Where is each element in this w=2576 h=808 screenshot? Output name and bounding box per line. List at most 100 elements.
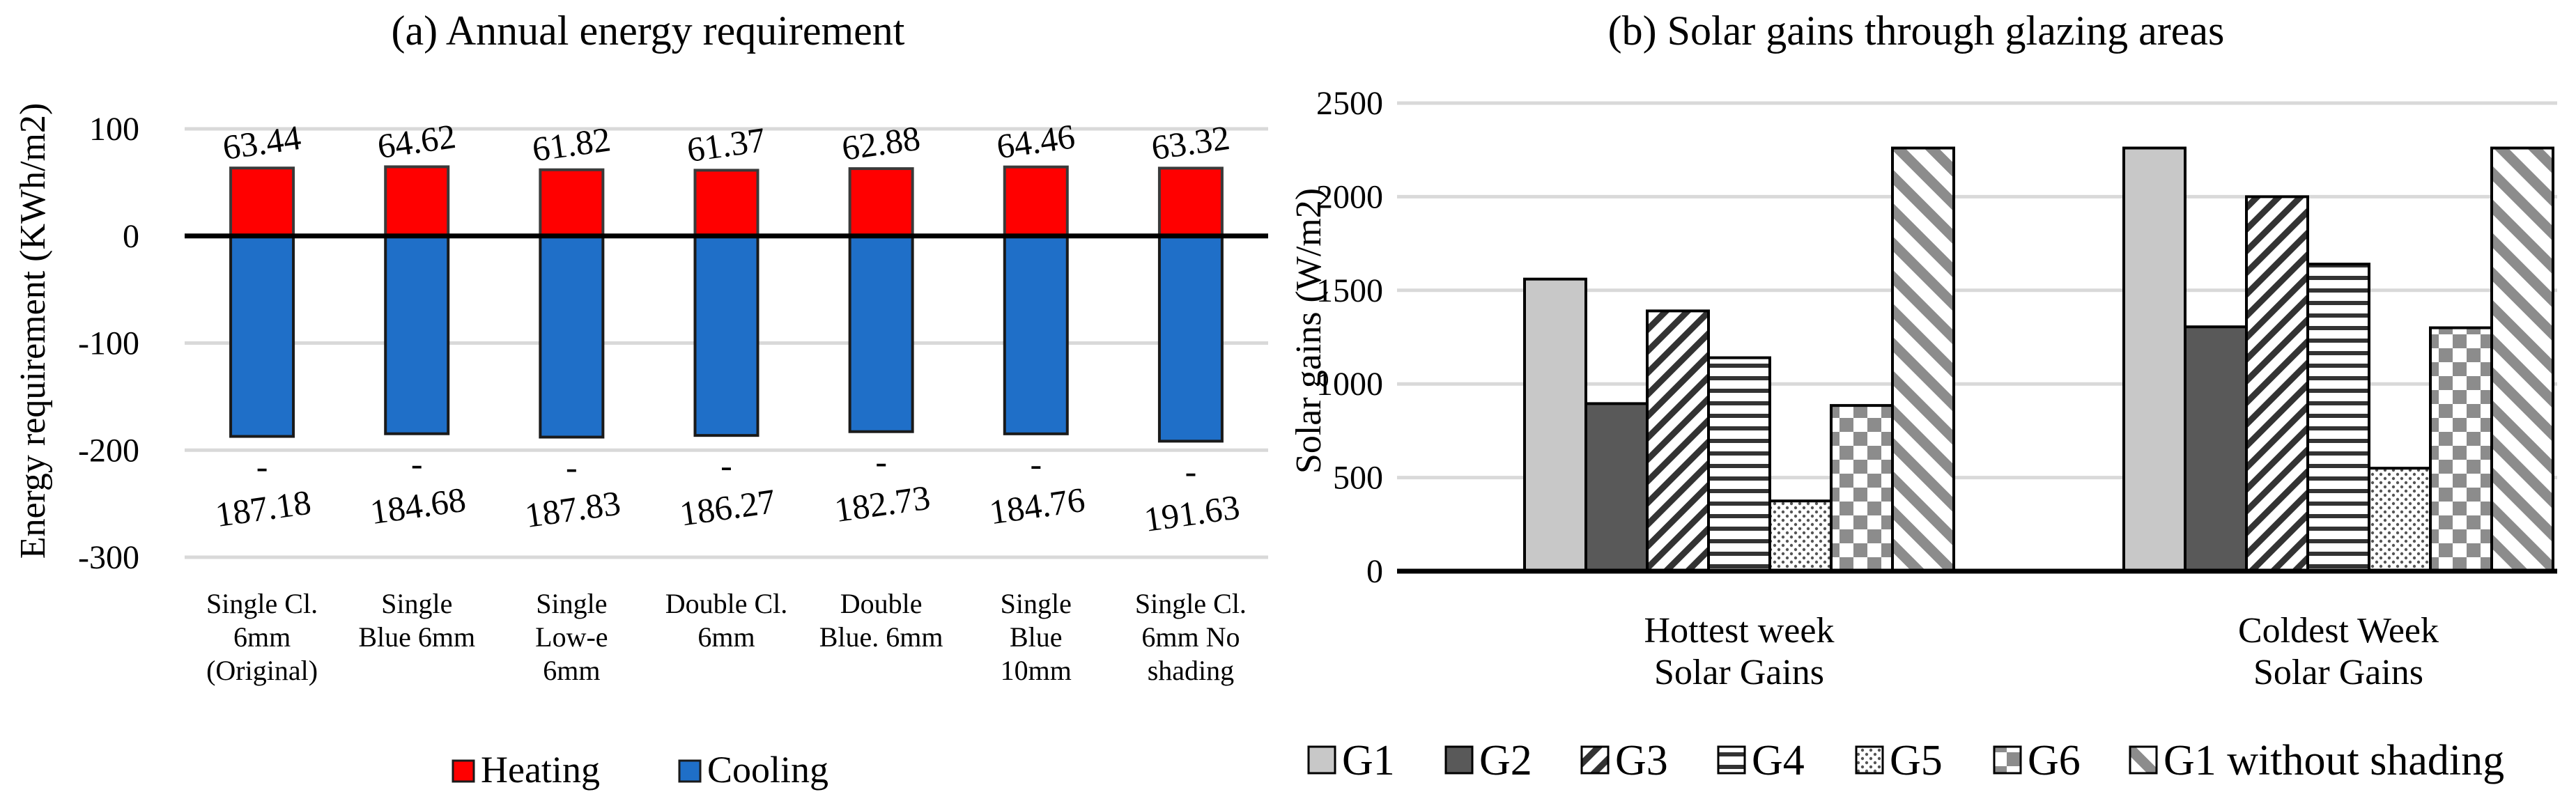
chart-a-category-label: 6mm (697, 621, 755, 653)
chart-a-category-label: Blue (1010, 621, 1063, 653)
chart-a-category-label: (Original) (206, 655, 318, 686)
chart-b-title: (b) Solar gains through glazing areas (1608, 8, 2225, 54)
bar-g1 (2122, 146, 2186, 573)
chart-b-category-label: Solar Gains (1654, 653, 1824, 692)
chart-a-category-label: 10mm (1001, 655, 1072, 686)
chart-a-y-ticks: -300 -200 -100 0 100 (78, 111, 139, 576)
cooling-bar (229, 234, 295, 438)
cooling-data-label: 191.63 (1142, 487, 1242, 539)
bar-g4 (2306, 263, 2370, 573)
chart-a-category-label: Single (536, 588, 607, 619)
cooling-bar (693, 234, 759, 437)
heating-data-label: 61.82 (530, 119, 612, 169)
bar-g2 (1584, 402, 1649, 573)
legend-swatch-g6 (1993, 745, 2022, 775)
heating-bar (1003, 165, 1069, 238)
chart-a-category-label: Blue. 6mm (819, 621, 943, 653)
heating-bar (384, 165, 450, 238)
bar-g5 (2368, 467, 2432, 573)
chart-a-category-label: Single Cl. (206, 588, 318, 619)
legend-swatch-g4 (1717, 745, 1746, 775)
chart-b-legend: G1 G2 G3 G4 G5 G6 G1 without shading (1307, 737, 2504, 784)
bar-g3 (1646, 309, 1710, 573)
cooling-bar (1157, 234, 1224, 443)
bar-g6 (1830, 404, 1894, 573)
chart-b-y-axis-label: Solar gains (W/m2) (1289, 188, 1329, 474)
chart-b-y-tick-label: 500 (1333, 460, 1383, 497)
cooling-bar (1003, 234, 1069, 435)
bar-g4 (1707, 356, 1771, 573)
chart-a-category-label: Double Cl. (665, 588, 788, 619)
chart-a-category-label: Single (381, 588, 452, 619)
heating-data-label: 63.44 (220, 118, 303, 167)
legend-label-g2: G2 (1479, 737, 1532, 784)
bar-g6 (2429, 326, 2493, 573)
legend-swatch-g5 (1855, 745, 1884, 775)
chart-b-category-label: Hottest week (1644, 611, 1835, 651)
chart-a-category-label: Blue 6mm (358, 621, 475, 653)
legend-label-g3: G3 (1615, 737, 1668, 784)
heating-data-label: 64.46 (994, 116, 1077, 166)
heating-bar (229, 166, 295, 238)
bar-g5 (1768, 499, 1833, 573)
heating-bar (1157, 166, 1224, 238)
heating-bar (848, 167, 914, 238)
bar-g1-without-shading (1891, 146, 1955, 573)
chart-b-category-label: Solar Gains (2253, 653, 2423, 692)
heating-data-label: 64.62 (375, 116, 458, 166)
bar-g1 (1523, 277, 1587, 573)
chart-a-y-axis-label: Energy requirement (KWh/m2) (13, 103, 53, 559)
chart-a-category-label: Double (840, 588, 923, 619)
legend-label-g1-without-shading: G1 without shading (2164, 737, 2504, 784)
chart-a-category-label: Single Cl. (1135, 588, 1247, 619)
bar-g1-without-shading (2490, 146, 2554, 573)
chart-annual-energy: (a) Annual energy requirement Energy req… (13, 8, 1268, 791)
chart-b-y-ticks: 0 500 1000 1500 2000 2500 (1316, 85, 1383, 590)
heating-data-label: 62.88 (840, 118, 923, 168)
chart-a-bars (229, 165, 1224, 443)
cooling-data-label: 187.18 (213, 482, 314, 534)
legend-label-g4: G4 (1752, 737, 1805, 784)
legend-swatch-g2 (1444, 745, 1474, 775)
cooling-bar (848, 234, 914, 433)
cooling-data-label-sign: - (1185, 451, 1197, 490)
chart-a-y-tick-label: 0 (123, 218, 139, 255)
chart-a-category-label: 6mm (233, 621, 291, 653)
legend-swatch-g1-without-shading (2129, 745, 2158, 775)
legend-swatch-g3 (1580, 745, 1610, 775)
chart-b-y-tick-label: 0 (1366, 553, 1383, 590)
cooling-data-label: 182.73 (832, 478, 932, 530)
bar-g3 (2245, 195, 2309, 573)
chart-a-category-label: Low-e (535, 621, 608, 653)
cooling-data-label-sign: - (720, 446, 732, 485)
chart-a-title: (a) Annual energy requirement (392, 8, 905, 54)
cooling-legend-label: Cooling (707, 749, 828, 791)
cooling-data-label: 186.27 (677, 481, 778, 534)
legend-swatch-g1 (1307, 745, 1336, 775)
chart-b-y-tick-label: 2500 (1316, 85, 1383, 122)
chart-b-bars (1523, 146, 2554, 573)
cooling-bar (384, 234, 450, 435)
chart-a-y-tick-label: -100 (78, 325, 139, 362)
chart-b-y-tick-label: 1000 (1316, 366, 1383, 403)
chart-a-y-tick-label: 100 (89, 111, 139, 148)
cooling-data-label: 184.76 (987, 480, 1087, 532)
chart-a-category-label: Single (1001, 588, 1072, 619)
cooling-legend-swatch (678, 759, 702, 783)
cooling-data-label-sign: - (256, 447, 268, 486)
chart-b-category-label: Coldest Week (2238, 611, 2439, 651)
heating-legend-label: Heating (481, 749, 600, 791)
heating-legend-swatch (452, 759, 475, 783)
chart-a-legend: Heating Cooling (452, 749, 828, 791)
chart-a-y-tick-label: -200 (78, 432, 139, 469)
heating-data-label: 63.32 (1149, 118, 1232, 167)
cooling-data-label-sign: - (566, 448, 578, 487)
heating-bar (539, 168, 605, 238)
cooling-bar (539, 234, 605, 439)
chart-a-category-label: 6mm (543, 655, 600, 686)
legend-label-g6: G6 (2028, 737, 2081, 784)
cooling-data-label-sign: - (875, 442, 887, 481)
heating-bar (693, 169, 759, 238)
